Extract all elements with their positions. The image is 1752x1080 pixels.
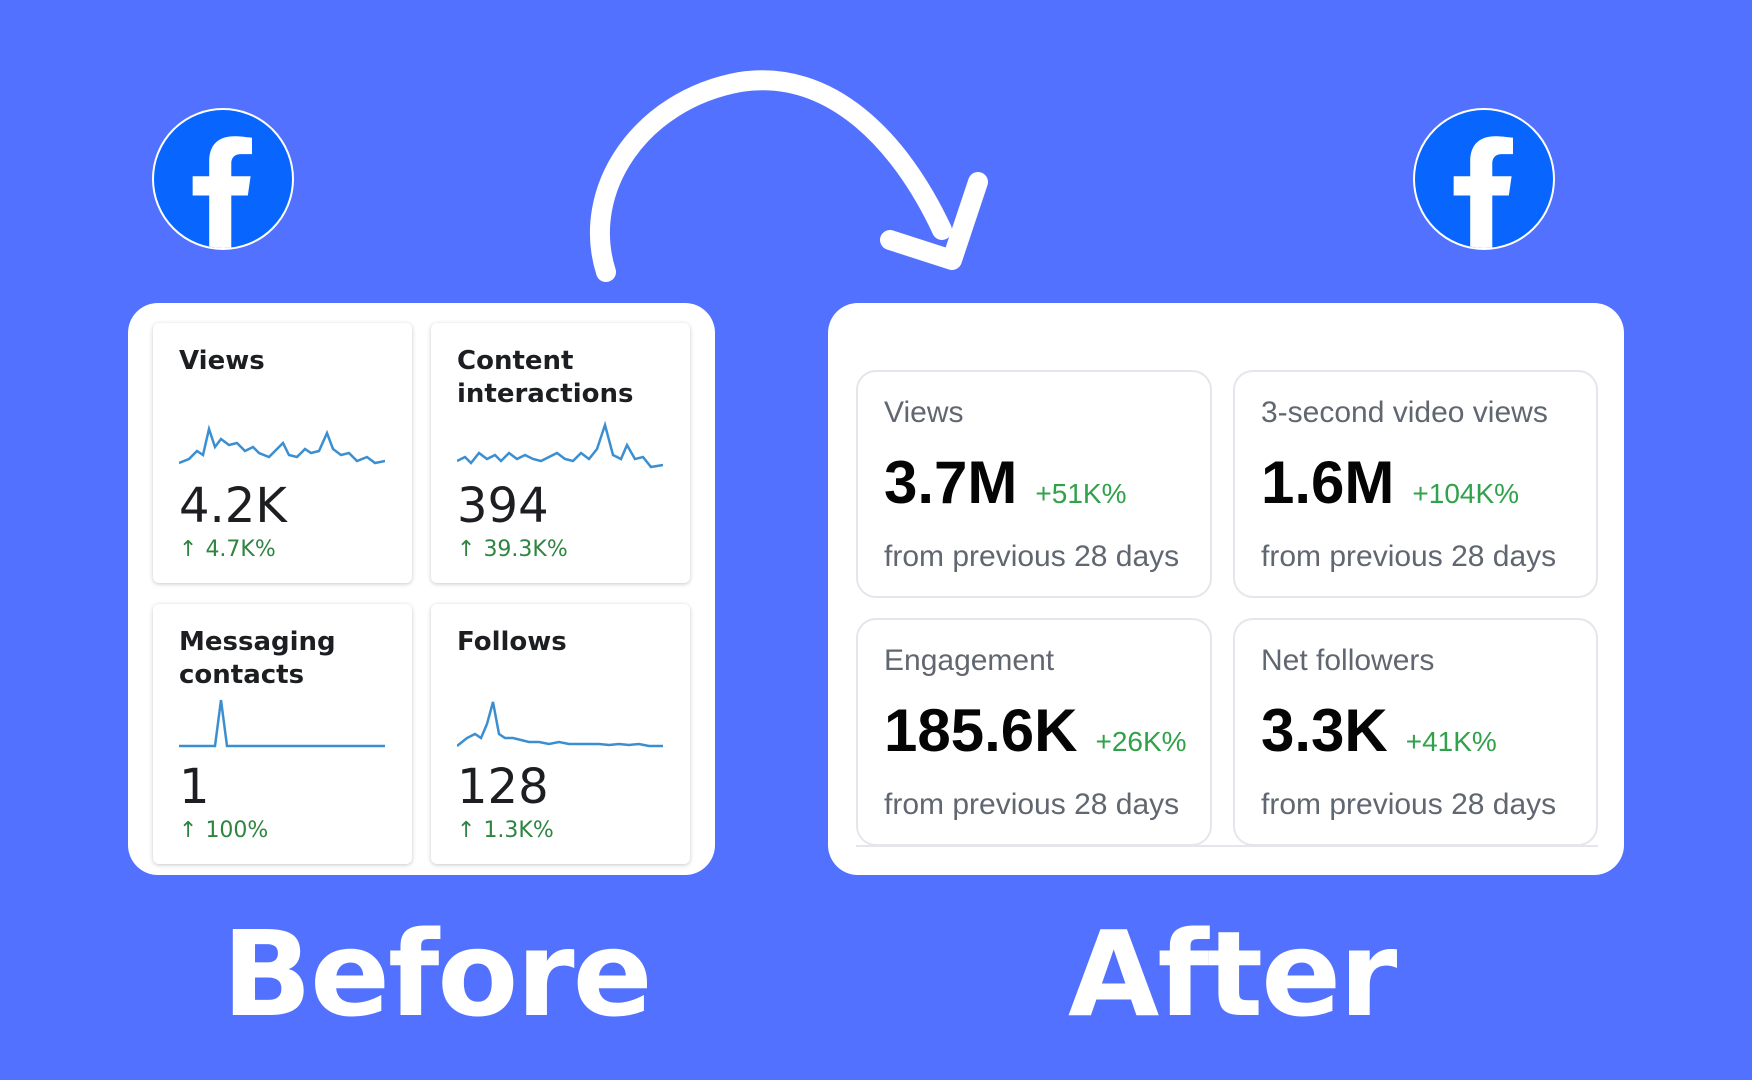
card-subtext: from previous 28 days <box>1261 540 1557 573</box>
views-card: Views 4.2K ↑ 4.7K% <box>153 323 412 583</box>
curved-arrow-icon <box>589 70 988 282</box>
follows-card: Follows 128 ↑ 1.3K% <box>431 604 690 864</box>
card-value: 3.7M <box>884 449 1018 516</box>
card-change: +26K% <box>1095 726 1187 757</box>
facebook-icon <box>1413 108 1555 250</box>
card-change: ↑ 4.7K% <box>179 537 276 562</box>
card-change: ↑ 1.3K% <box>457 818 554 843</box>
arrow-up-icon: ↑ <box>457 537 476 562</box>
card-title: Follows <box>457 627 567 657</box>
after-panel: Views 3.7M +51K% from previous 28 days 3… <box>828 303 1624 875</box>
card-value: 1.6M <box>1261 449 1395 516</box>
card-change: ↑ 100% <box>179 818 269 843</box>
card-title: Engagement <box>884 644 1055 677</box>
facebook-icon <box>152 108 294 250</box>
net-followers-card: Net followers 3.3K +41K% from previous 2… <box>1233 618 1598 846</box>
sparkline <box>179 424 385 465</box>
sparkline <box>457 420 663 469</box>
card-value: 3.3K <box>1261 697 1388 764</box>
card-change: +41K% <box>1405 726 1497 757</box>
card-value: 128 <box>457 759 549 815</box>
card-subtext: from previous 28 days <box>884 540 1180 573</box>
card-change: +104K% <box>1412 478 1520 509</box>
card-change: +51K% <box>1035 478 1127 509</box>
card-subtext: from previous 28 days <box>1261 788 1557 821</box>
before-panel: Views 4.2K ↑ 4.7K% Content interactions 3… <box>128 303 715 875</box>
content-interactions-card: Content interactions 394 ↑ 39.3K% <box>431 323 690 583</box>
card-value: 394 <box>457 478 549 534</box>
card-subtext: from previous 28 days <box>884 788 1180 821</box>
sparkline <box>457 701 663 748</box>
engagement-card: Engagement 185.6K +26K% from previous 28… <box>856 618 1212 846</box>
messaging-contacts-card: Messaging contacts 1 ↑ 100% <box>153 604 412 864</box>
card-value: 4.2K <box>179 478 287 534</box>
after-label: After <box>1068 905 1397 1043</box>
card-change: ↑ 39.3K% <box>457 537 568 562</box>
divider <box>856 845 1598 847</box>
views-card: Views 3.7M +51K% from previous 28 days <box>856 370 1212 598</box>
card-value: 1 <box>179 759 210 815</box>
card-title: Views <box>884 396 964 429</box>
card-title: Messaging contacts <box>179 627 336 690</box>
arrow-up-icon: ↑ <box>457 818 476 843</box>
sparkline <box>179 699 385 748</box>
video-views-card: 3-second video views 1.6M +104K% from pr… <box>1233 370 1598 598</box>
card-value: 185.6K <box>884 697 1078 764</box>
arrow-up-icon: ↑ <box>179 818 198 843</box>
arrow-up-icon: ↑ <box>179 537 198 562</box>
card-title: Views <box>179 346 265 376</box>
card-title: Content interactions <box>457 346 634 409</box>
card-title: Net followers <box>1261 644 1435 677</box>
card-title: 3-second video views <box>1261 396 1548 429</box>
before-label: Before <box>222 905 653 1043</box>
